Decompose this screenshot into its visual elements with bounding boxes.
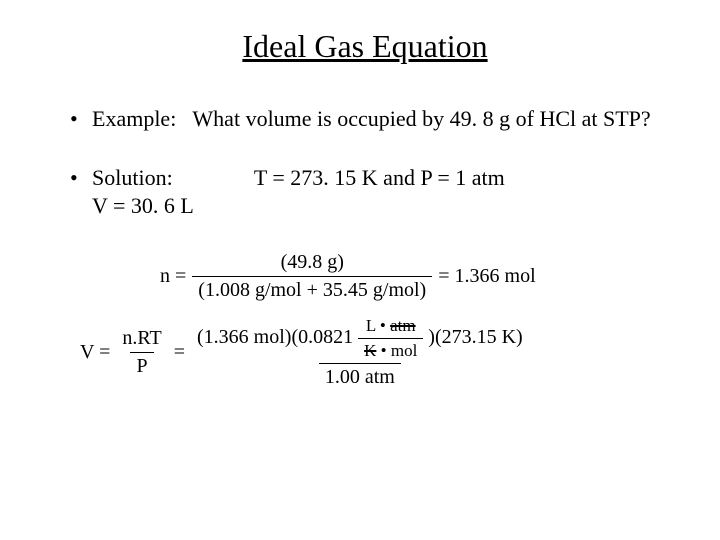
solution-label: Solution: [92, 164, 194, 193]
eq1-rhs: = 1.366 mol [438, 265, 535, 288]
solution-conditions: T = 273. 15 K and P = 1 atm [254, 164, 505, 221]
eq2-sym-num: n.RT [116, 327, 167, 352]
eq1-numerator: (49.8 g) [275, 251, 350, 276]
eq1-fraction: (49.8 g) (1.008 g/mol + 35.45 g/mol) [192, 251, 432, 302]
bullet-solution: Solution: V = 30. 6 L T = 273. 15 K and … [70, 164, 660, 221]
equation-volume: V = n.RT P = (1.366 mol)(0.0821 L • atm … [80, 316, 660, 389]
eq2-den: 1.00 atm [319, 363, 401, 389]
solution-answer: V = 30. 6 L [92, 192, 194, 221]
example-text: What volume is occupied by 49. 8 g of HC… [192, 106, 650, 131]
eq2-units-bot: K • mol [358, 338, 423, 361]
slide-title: Ideal Gas Equation [70, 28, 660, 65]
eq2-num: (1.366 mol)(0.0821 L • atm K • mol )(273… [191, 316, 529, 363]
eq2-units-top: L • atm [360, 316, 422, 338]
bullet-example: Example: What volume is occupied by 49. … [70, 105, 660, 134]
eq2-num-part1: (1.366 mol)(0.0821 [197, 326, 353, 348]
equation-moles: n = (49.8 g) (1.008 g/mol + 35.45 g/mol)… [160, 251, 660, 302]
eq2-num-part2: )(273.15 K) [428, 326, 522, 348]
eq2-lhs: V = [80, 341, 110, 364]
eq2-equals: = [174, 341, 185, 364]
eq1-denominator: (1.008 g/mol + 35.45 g/mol) [192, 276, 432, 302]
slide-container: Ideal Gas Equation Example: What volume … [0, 0, 720, 423]
example-label: Example: [92, 106, 176, 131]
eq2-symbolic-fraction: n.RT P [116, 327, 167, 378]
eq1-lhs: n = [160, 265, 186, 288]
eq2-units-fraction: L • atm K • mol [358, 316, 423, 361]
eq2-sym-den: P [130, 352, 153, 378]
eq2-numeric-fraction: (1.366 mol)(0.0821 L • atm K • mol )(273… [191, 316, 529, 389]
